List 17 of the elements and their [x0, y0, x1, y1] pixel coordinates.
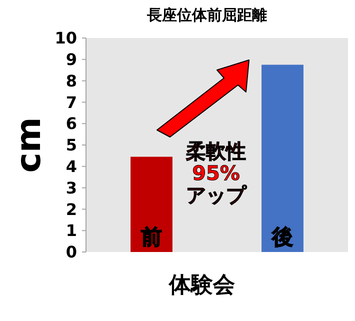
y-tick-label: 1: [66, 221, 77, 240]
x-tick-label: 後: [271, 225, 293, 249]
y-tick-label: 10: [54, 28, 77, 48]
y-tick-label: 2: [66, 200, 77, 219]
annotation: 柔軟性 95% アップ: [185, 139, 247, 207]
x-tick-label: 前: [140, 225, 162, 249]
y-axis-title: cm: [9, 117, 49, 173]
y-tick-label: 0: [66, 242, 77, 262]
y-tick-label: 6: [66, 114, 77, 134]
chart-title: 長座位体前屈距離: [146, 6, 267, 24]
y-tick-label: 3: [66, 178, 77, 198]
y-tick-label: 4: [66, 157, 77, 176]
x-axis-title: 体験会: [168, 273, 236, 298]
y-tick-label: 5: [66, 136, 77, 155]
y-tick-label: 8: [66, 71, 77, 90]
y-tick-label: 7: [66, 92, 77, 112]
y-tick-label: 9: [66, 50, 77, 69]
